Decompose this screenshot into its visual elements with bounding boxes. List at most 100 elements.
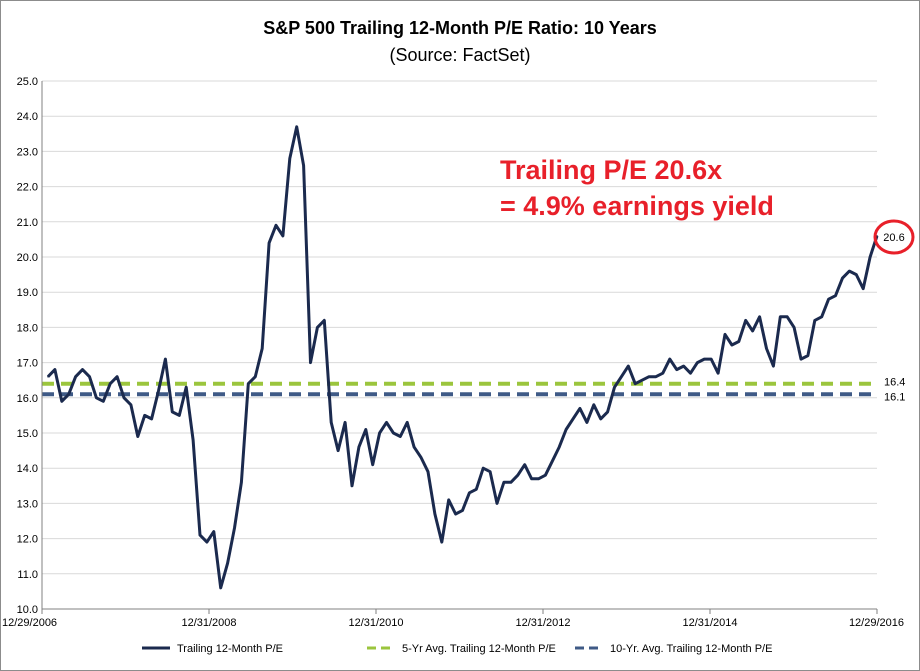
- trailing-pe-point: [54, 368, 56, 371]
- trailing-pe-point: [130, 404, 132, 406]
- trailing-pe-point: [192, 439, 194, 441]
- y-tick-label: 18.0: [17, 322, 38, 334]
- trailing-pe-point: [316, 326, 319, 329]
- trailing-pe-point: [517, 474, 519, 477]
- y-tick-label: 24.0: [17, 111, 38, 123]
- trailing-pe-point: [199, 534, 201, 536]
- y-tick-label: 25.0: [17, 76, 38, 88]
- trailing-pe-point: [358, 446, 360, 448]
- trailing-pe-point: [503, 481, 505, 484]
- trailing-pe-point: [848, 270, 851, 272]
- trailing-pe-point: [385, 421, 388, 424]
- x-axis-tick-labels: 12/29/2006 12/31/2008 12/31/2010 12/31/2012…: [2, 609, 904, 629]
- trailing-pe-point: [558, 446, 560, 448]
- y-tick-label: 12.0: [17, 534, 38, 546]
- y-tick-label: 16.0: [17, 393, 38, 405]
- trailing-pe-point: [696, 361, 699, 364]
- legend-label: 10-Yr. Avg. Trailing 12-Month P/E: [610, 643, 772, 655]
- pe-series: [46, 125, 879, 590]
- y-tick-label: 20.0: [17, 252, 38, 264]
- trailing-pe-point: [88, 375, 91, 378]
- trailing-pe-point: [869, 256, 871, 258]
- trailing-pe-point: [233, 527, 236, 529]
- trailing-pe-point: [74, 375, 77, 378]
- trailing-pe-point: [689, 372, 692, 375]
- trailing-pe-point: [827, 298, 830, 301]
- x-tick-label: 12/29/2016: [849, 617, 904, 629]
- trailing-pe-point: [95, 397, 98, 399]
- trailing-pe-point: [219, 587, 222, 589]
- y-tick-label: 22.0: [17, 182, 38, 194]
- x-tick-label: 12/31/2012: [515, 617, 570, 629]
- trailing-pe-point: [344, 421, 346, 424]
- trailing-pe-point: [254, 375, 257, 378]
- y-tick-label: 11.0: [17, 569, 38, 581]
- trailing-pe-point: [261, 347, 264, 350]
- trailing-pe-point: [399, 435, 402, 438]
- trailing-pe-point: [454, 513, 457, 515]
- ten-year-average-label: 16.1: [884, 391, 905, 403]
- trailing-pe-point: [406, 421, 409, 424]
- trailing-pe-point: [565, 428, 567, 431]
- trailing-pe-point: [330, 421, 333, 424]
- trailing-pe-point: [150, 418, 153, 420]
- trailing-pe-point: [738, 340, 740, 343]
- trailing-pe-point: [744, 319, 747, 322]
- trailing-pe-point: [772, 365, 775, 367]
- trailing-pe-point: [185, 386, 187, 389]
- trailing-pe-point: [682, 365, 685, 367]
- x-tick-label: 12/29/2006: [2, 617, 57, 629]
- trailing-pe-point: [648, 375, 650, 378]
- trailing-pe-point: [461, 509, 464, 512]
- legend-label: Trailing 12-Month P/E: [177, 643, 283, 655]
- trailing-pe-point: [123, 397, 125, 399]
- trailing-pe-point: [143, 414, 146, 417]
- trailing-pe-point: [392, 432, 395, 434]
- trailing-pe-point: [240, 481, 243, 484]
- trailing-pe-point: [137, 435, 139, 438]
- trailing-pe-point: [662, 372, 664, 375]
- trailing-pe-point: [613, 386, 616, 389]
- trailing-pe-point: [627, 365, 630, 367]
- trailing-pe-point: [703, 358, 706, 360]
- trailing-pe-point: [116, 375, 118, 378]
- chart-title: S&P 500 Trailing 12-Month P/E Ratio: 10 …: [263, 18, 656, 38]
- trailing-pe-point: [593, 404, 595, 406]
- trailing-pe-point: [323, 319, 326, 322]
- trailing-pe-point: [413, 446, 415, 448]
- trailing-pe-point: [482, 467, 485, 470]
- trailing-pe-point: [102, 400, 105, 403]
- trailing-pe-point: [247, 382, 250, 385]
- trailing-pe-point: [862, 287, 864, 290]
- trailing-pe-point: [420, 456, 422, 459]
- x-tick-label: 12/31/2010: [348, 617, 403, 629]
- trailing-pe-point: [717, 372, 719, 375]
- trailing-pe-point: [510, 481, 512, 484]
- trailing-pe-point: [675, 368, 678, 371]
- trailing-pe-point: [496, 502, 498, 505]
- trailing-pe-point: [109, 382, 111, 385]
- trailing-pe-point: [634, 382, 636, 385]
- trailing-pe-point: [81, 368, 84, 371]
- trailing-pe-point: [669, 358, 671, 360]
- y-tick-label: 23.0: [17, 146, 38, 158]
- trailing-pe-point: [586, 421, 588, 424]
- y-tick-label: 19.0: [17, 287, 38, 299]
- trailing-pe-point: [164, 358, 167, 360]
- average-lines: 16.4 16.1: [42, 377, 905, 403]
- trailing-pe-point: [365, 428, 367, 431]
- trailing-pe-point: [523, 463, 526, 466]
- trailing-pe-point: [820, 316, 823, 318]
- trailing-pe-point: [537, 478, 540, 480]
- trailing-pe-point: [427, 470, 429, 473]
- trailing-pe-point: [351, 485, 353, 487]
- legend-label: 5-Yr Avg. Trailing 12-Month P/E: [402, 643, 556, 655]
- end-value-label: 20.6: [883, 232, 904, 244]
- trailing-pe-point: [226, 562, 229, 564]
- trailing-pe-point: [655, 375, 657, 378]
- trailing-pe-point: [841, 277, 844, 279]
- trailing-pe-point: [599, 418, 602, 420]
- axes: [41, 81, 877, 610]
- annotation-line-2: = 4.9% earnings yield: [500, 191, 774, 221]
